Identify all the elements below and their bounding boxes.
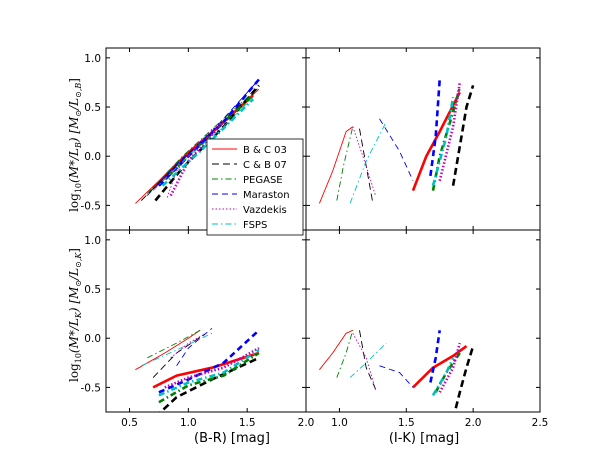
legend-label-fsps: FSPS bbox=[243, 220, 267, 231]
panel-lines bbox=[319, 329, 475, 412]
series-maraston-thin bbox=[146, 79, 260, 196]
series-maraston-thin bbox=[379, 118, 414, 181]
y-tick-label: -0.5 bbox=[81, 200, 102, 212]
panel-frame bbox=[105, 229, 307, 413]
x-tick-label: 1.0 bbox=[331, 417, 348, 429]
series-fsps-thin bbox=[349, 121, 387, 204]
y-label-top-sun2: ⊙,B bbox=[74, 83, 83, 98]
y-axis-label-top: log10(M*/LB) [M⊙/L⊙,B] bbox=[67, 78, 83, 212]
series-b-c-03-thin bbox=[319, 329, 353, 370]
y-label-top-close: ] bbox=[67, 78, 81, 83]
x-tick-label: 1.0 bbox=[180, 417, 197, 429]
legend-label-c-b-07: C & B 07 bbox=[243, 160, 287, 171]
x-axis-label-right: (I-K) [mag] bbox=[389, 431, 459, 446]
series-pegase-thin bbox=[146, 329, 201, 359]
series-c-b-07-thick bbox=[453, 345, 475, 412]
series-vazdekis-thick bbox=[169, 120, 225, 197]
series-fsps-thick bbox=[431, 357, 455, 396]
panel-lines bbox=[318, 79, 475, 204]
y-label-bottom-close: ] bbox=[67, 248, 81, 253]
x-tick-label: 0.5 bbox=[121, 417, 138, 429]
series-fsps-thin bbox=[349, 342, 387, 378]
x-tick-label: 1.5 bbox=[398, 417, 415, 429]
series-pegase-thick bbox=[158, 351, 260, 404]
y-label-top-per-l: /L bbox=[67, 98, 81, 111]
panel-lines bbox=[135, 328, 260, 412]
panel-frame bbox=[305, 47, 541, 231]
panel-frame bbox=[305, 229, 541, 413]
x-tick-label: 2.5 bbox=[532, 417, 549, 429]
legend-box bbox=[206, 138, 304, 236]
y-label-bottom-band: K bbox=[74, 311, 83, 319]
series-maraston-thick bbox=[158, 329, 260, 394]
series-c-b-07-thin bbox=[359, 330, 378, 393]
series-b-c-03-thick bbox=[412, 345, 468, 389]
y-label-top-sun1: ⊙ bbox=[74, 110, 83, 117]
series-pegase-thick bbox=[431, 87, 462, 191]
y-label-top-band: B bbox=[74, 142, 83, 149]
series-fsps-thin bbox=[152, 96, 254, 191]
panels: -0.50.00.51.0-0.50.00.51.00.5 1.0 1.5 2.0 1.… bbox=[81, 47, 549, 429]
panel-1 bbox=[305, 47, 541, 231]
series-vazdekis-thick bbox=[438, 342, 462, 393]
panel-lines bbox=[135, 78, 260, 204]
series-c-b-07-thick bbox=[451, 85, 475, 186]
series-b-c-03-thick bbox=[411, 91, 461, 192]
y-label-bottom-sub10: 10 bbox=[74, 353, 83, 363]
x-tick-label: 1.5 bbox=[239, 417, 256, 429]
series-maraston-thick bbox=[429, 79, 441, 177]
legend-label-maraston: Maraston bbox=[243, 190, 290, 201]
series-b-c-03-thin bbox=[135, 329, 201, 371]
series-b-c-03-thick bbox=[152, 351, 260, 389]
panel-3: 1.0 1.5 2.0 2.5 bbox=[305, 229, 549, 429]
y-tick-label: 0.5 bbox=[84, 284, 101, 296]
series-b-c-03-thin bbox=[318, 126, 354, 204]
y-axis-label-bottom: log10(M*/LK) [M⊙/L⊙,K] bbox=[67, 248, 83, 382]
x-tick-label: 2.0 bbox=[465, 417, 482, 429]
series-pegase-thin bbox=[336, 330, 354, 378]
y-label-bottom-units: ) [M bbox=[67, 286, 81, 313]
series-vazdekis-thin bbox=[170, 332, 207, 359]
legend: B & C 03 C & B 07 PEGASE Maraston Vazdekis FS… bbox=[206, 138, 304, 236]
panel-2: -0.5 0.0 0.5 1.0 0.5 1.0 1.5 2.0 bbox=[81, 229, 315, 429]
series-maraston-thin bbox=[379, 365, 414, 388]
legend-label-vazdekis: Vazdekis bbox=[243, 205, 287, 216]
series-vazdekis-thick bbox=[438, 82, 462, 182]
series-fsps-thick bbox=[161, 98, 255, 187]
panel-0: -0.5 0.0 0.5 1.0 bbox=[81, 47, 307, 231]
y-tick-label: -0.5 bbox=[81, 382, 102, 394]
series-vazdekis-thin bbox=[352, 333, 376, 390]
y-tick-label: 0.0 bbox=[84, 333, 101, 345]
legend-label-pegase: PEGASE bbox=[243, 175, 283, 186]
y-label-bottom-log: log bbox=[67, 363, 81, 382]
series-maraston-thin bbox=[176, 328, 213, 367]
y-label-top-sub10: 10 bbox=[74, 183, 83, 193]
y-label-top-log: log bbox=[67, 193, 81, 212]
series-c-b-07-thin bbox=[359, 128, 374, 204]
series-vazdekis-thin bbox=[352, 126, 376, 196]
y-label-bottom-per-l: /L bbox=[67, 268, 81, 281]
y-tick-label: 1.0 bbox=[84, 235, 101, 247]
y-tick-label: 0.5 bbox=[84, 102, 101, 114]
y-tick-label: 0.0 bbox=[84, 151, 101, 163]
series-maraston-thick bbox=[429, 330, 441, 383]
series-fsps-thick bbox=[158, 348, 260, 397]
series-vazdekis-thin bbox=[166, 118, 224, 198]
series-pegase-thin bbox=[336, 126, 354, 201]
y-tick-label: 1.0 bbox=[84, 53, 101, 65]
x-tick-label: 2.0 bbox=[298, 417, 315, 429]
series-fsps-thick bbox=[431, 96, 455, 187]
legend-label-b-c-03: B & C 03 bbox=[243, 145, 287, 156]
y-label-top-ml: (M*/L bbox=[67, 148, 81, 183]
series-c-b-07-thin bbox=[140, 87, 260, 201]
series-fsps-thin bbox=[141, 332, 213, 367]
y-label-bottom-ml: (M*/L bbox=[67, 318, 81, 353]
y-label-top-units: ) [M bbox=[67, 116, 81, 143]
x-axis-label-left: (B-R) [mag] bbox=[194, 431, 270, 446]
y-label-bottom-sun2: ⊙,K bbox=[74, 252, 83, 268]
y-label-bottom-sun1: ⊙ bbox=[74, 280, 83, 287]
